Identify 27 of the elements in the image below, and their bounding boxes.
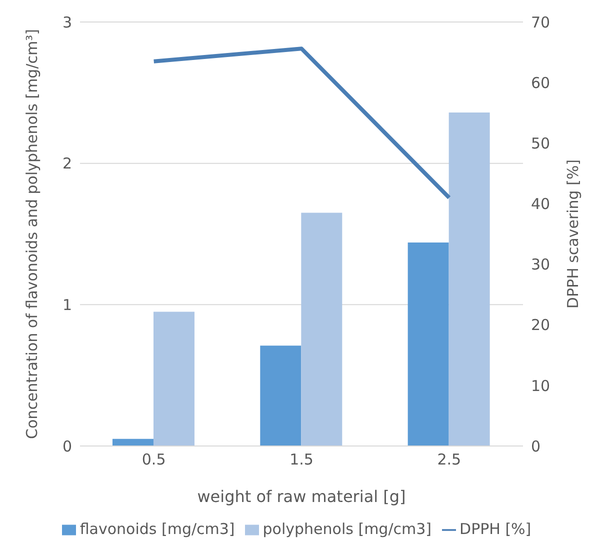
y2-tick-label: 10 xyxy=(531,376,550,395)
y-axis-title: Concentration of flavonoids and polyphenols [mg/cm³] xyxy=(23,29,41,439)
x-tick-label: 1.5 xyxy=(290,450,314,469)
bar xyxy=(112,438,154,446)
y-tick-label: 3 xyxy=(62,13,72,32)
y2-tick-label: 0 xyxy=(531,437,541,456)
bar xyxy=(408,242,449,446)
y2-tick-label: 40 xyxy=(531,195,550,214)
y-tick-label: 1 xyxy=(62,296,72,314)
y2-axis-title: DPPH scavering [%] xyxy=(564,159,582,309)
y2-tick-label: 20 xyxy=(531,316,550,334)
x-tick-label: 0.5 xyxy=(142,450,166,469)
y2-tick-label: 30 xyxy=(531,256,550,274)
x-tick-label: 2.5 xyxy=(437,450,462,469)
legend-label: flavonoids [mg/cm3] xyxy=(80,520,235,538)
bar xyxy=(153,312,194,446)
bar xyxy=(448,112,490,446)
y2-tick-label: 60 xyxy=(531,74,550,92)
bar xyxy=(260,346,302,446)
x-axis-title: weight of raw material [g] xyxy=(197,487,406,506)
legend-label: polyphenols [mg/cm3] xyxy=(262,520,432,538)
y2-tick-label: 70 xyxy=(531,13,550,32)
y-tick-label: 0 xyxy=(62,437,72,456)
y2-tick-label: 50 xyxy=(531,134,550,152)
y-tick-label: 2 xyxy=(62,154,72,173)
legend-label: DPPH [%] xyxy=(460,520,532,538)
bar xyxy=(301,212,342,446)
